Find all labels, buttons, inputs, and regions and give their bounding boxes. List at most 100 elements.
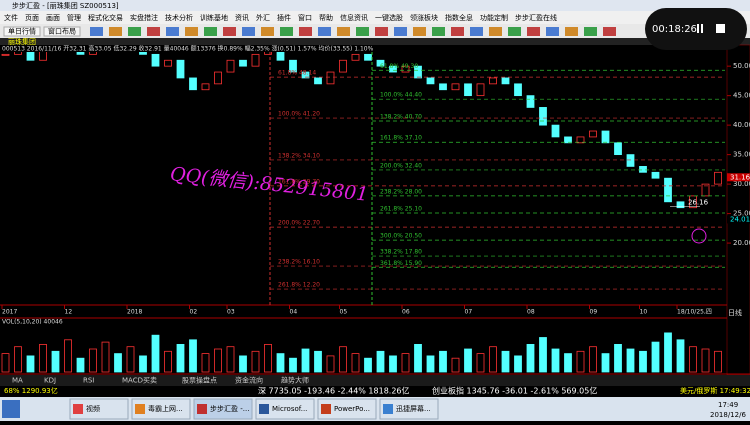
tab[interactable]: RSI	[83, 377, 94, 385]
menu-item[interactable]: 资讯	[235, 13, 249, 22]
candle	[514, 83, 522, 97]
volume-bar	[564, 353, 572, 373]
date-label: 08	[527, 309, 535, 316]
tab[interactable]: KDJ	[44, 377, 56, 385]
pause-icon[interactable]	[697, 24, 699, 33]
menu-item[interactable]: 信息资讯	[340, 13, 368, 22]
volume-bar	[551, 348, 560, 373]
menu-item[interactable]: 功能定制	[480, 13, 508, 22]
fib-label: 61.8% 49.30	[380, 63, 418, 70]
tab[interactable]: MA	[12, 377, 23, 385]
clock-time: 17:49	[718, 401, 738, 409]
fib-label: 161.8% 29.70	[278, 178, 320, 185]
task-label: 步步汇盈 -...	[210, 405, 249, 413]
toolbar-button[interactable]	[3, 26, 41, 37]
candle	[689, 195, 697, 209]
toolbar-icon[interactable]	[204, 27, 217, 36]
toolbar-icon[interactable]	[318, 27, 331, 36]
y-tick-label: 30.00	[733, 180, 750, 188]
task-item[interactable]	[131, 398, 191, 420]
task-icon	[197, 404, 207, 414]
toolbar-icon[interactable]	[299, 27, 312, 36]
menu-item[interactable]: 技术分析	[165, 13, 193, 22]
toolbar-icon[interactable]	[261, 27, 274, 36]
menu-item[interactable]: 画面	[46, 14, 60, 22]
toolbar-icon[interactable]	[584, 27, 597, 36]
toolbar-icon[interactable]	[147, 27, 160, 36]
menu-item[interactable]: 帮助	[319, 13, 333, 22]
menu-item[interactable]: 页面	[25, 14, 39, 22]
volume-bar	[64, 339, 72, 373]
menu-item[interactable]: 指数全息	[445, 13, 473, 22]
date-label: 03	[227, 309, 235, 316]
volume-bar	[614, 343, 622, 373]
volume-bar	[701, 348, 710, 373]
task-item[interactable]	[379, 398, 439, 420]
menu-item[interactable]: 窗口	[298, 13, 312, 22]
tab[interactable]: 股票操盘点	[182, 376, 217, 385]
toolbar-icon[interactable]	[508, 27, 521, 36]
toolbar-icon[interactable]	[356, 27, 369, 36]
volume-bar	[414, 343, 422, 373]
toolbar-icon[interactable]	[546, 27, 559, 36]
menu-item[interactable]: 外汇	[256, 13, 270, 22]
date-label: 2017	[2, 309, 17, 316]
toolbar-button[interactable]	[43, 26, 81, 37]
toolbar-icon[interactable]	[489, 27, 502, 36]
toolbar-icon[interactable]	[242, 27, 255, 36]
menu-item[interactable]: 程式化交易	[88, 13, 123, 22]
toolbar-icon[interactable]	[565, 27, 578, 36]
candle	[76, 52, 85, 55]
volume-bar	[201, 353, 210, 373]
toolbar-icon[interactable]	[109, 27, 122, 36]
task-item[interactable]	[255, 398, 315, 420]
menu-item[interactable]: 一键选股	[375, 13, 403, 22]
toolbar-icon[interactable]	[166, 27, 179, 36]
volume-bar	[489, 346, 497, 373]
toolbar-icon[interactable]	[375, 27, 388, 36]
candle	[201, 83, 210, 91]
toolbar-icon[interactable]	[432, 27, 445, 36]
volume-bar	[676, 339, 685, 373]
start-button[interactable]	[2, 400, 20, 418]
toolbar-icon[interactable]	[90, 27, 103, 36]
menu-item[interactable]: 领涨板块	[410, 13, 438, 22]
menu-item[interactable]: 管理	[67, 13, 81, 22]
task-label: 迅捷屏幕...	[396, 404, 431, 413]
candle	[276, 52, 285, 61]
toolbar-icon[interactable]	[223, 27, 236, 36]
menu-item[interactable]: 实盘措注	[130, 13, 158, 22]
recorder[interactable]	[645, 8, 747, 50]
pause-icon	[701, 24, 703, 33]
menu-item[interactable]: 插件	[277, 13, 291, 22]
tab[interactable]: 资金流向	[235, 376, 263, 385]
toolbar-icon[interactable]	[394, 27, 407, 36]
toolbar-icon[interactable]	[603, 27, 616, 36]
menu-item[interactable]: 步步汇盈在线	[515, 13, 557, 22]
toolbar-icon[interactable]	[451, 27, 464, 36]
toolbar-icon[interactable]	[527, 27, 540, 36]
toolbar-icon[interactable]	[337, 27, 350, 36]
task-item[interactable]	[317, 398, 377, 420]
stop-icon[interactable]	[716, 24, 725, 33]
volume-bar	[289, 357, 297, 373]
volume-bar	[314, 350, 322, 373]
tab[interactable]: MACD买卖	[122, 377, 157, 385]
toolbar-icon[interactable]	[470, 27, 483, 36]
toolbar-icon[interactable]	[280, 27, 293, 36]
volume-bar	[151, 334, 160, 373]
volume-bar	[451, 357, 460, 373]
y-tick-label: 40.00	[733, 121, 750, 129]
toolbar-icon[interactable]	[128, 27, 141, 36]
toolbar-icon[interactable]	[185, 27, 198, 36]
menu-item[interactable]: 训练基地	[200, 13, 228, 22]
tab[interactable]: 趋势大师	[281, 376, 309, 385]
task-icon	[73, 404, 83, 414]
menu-item[interactable]: 文件	[4, 13, 18, 22]
toolbar-icon[interactable]	[413, 27, 426, 36]
volume-bar	[301, 348, 310, 373]
volume-bar	[476, 353, 485, 373]
candle	[639, 166, 647, 173]
task-item[interactable]	[69, 398, 129, 420]
task-item[interactable]	[193, 398, 253, 420]
